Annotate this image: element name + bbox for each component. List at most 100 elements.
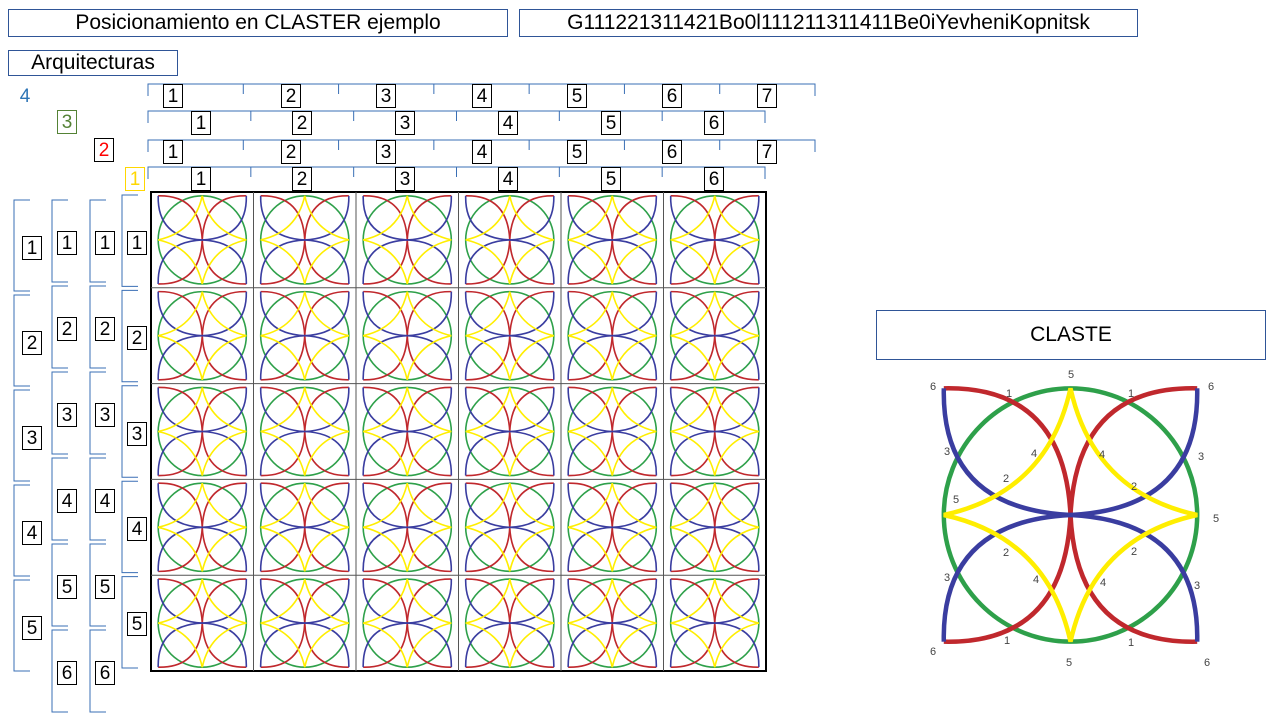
cell-red-arc — [303, 195, 349, 240]
left-bracket — [51, 629, 68, 713]
cell-red-arc — [670, 195, 716, 240]
cell-tile — [567, 578, 658, 668]
cell-red-arc — [508, 482, 554, 528]
cell-blue-arc — [509, 579, 555, 624]
cell-red-arc — [260, 482, 306, 528]
cell-red-arc — [568, 431, 614, 477]
cell-red-arc — [508, 386, 554, 432]
cell-red-arc — [713, 239, 759, 285]
cell-red-arc — [611, 239, 657, 285]
cell-red-arc — [303, 482, 349, 528]
cell-red-arc — [363, 578, 409, 624]
cell-red-arc — [465, 482, 511, 528]
cell-tile — [259, 290, 350, 381]
cell-red-arc — [406, 578, 452, 624]
cell-red-arc — [201, 386, 247, 432]
cell-blue-arc — [157, 195, 203, 241]
claste-segment-label: 6 — [1204, 657, 1210, 669]
cell-tile — [464, 386, 555, 477]
cell-blue-arc — [464, 239, 510, 284]
cell-red-arc — [363, 195, 409, 240]
cell-red-arc — [465, 195, 511, 240]
left-bracket — [51, 285, 68, 369]
cell-red-arc — [611, 290, 657, 336]
cell-red-arc — [670, 386, 716, 432]
cell-red-arc — [568, 482, 614, 528]
cell-red-arc — [568, 239, 614, 285]
cell-tile — [362, 578, 453, 668]
cell-blue-arc — [259, 430, 305, 476]
cell-red-arc — [363, 386, 409, 432]
cell-red-arc — [670, 290, 716, 336]
cell-red-arc — [568, 195, 614, 240]
cell-blue-arc — [202, 579, 248, 624]
cell-red-arc — [260, 431, 306, 477]
cell-red-arc — [363, 623, 409, 668]
cell-blue-arc — [464, 195, 510, 241]
cell-red-arc — [303, 335, 349, 381]
cell-red-arc — [158, 527, 204, 573]
cell-blue-arc — [259, 291, 305, 337]
cell-red-arc — [670, 239, 716, 285]
cell-red-arc — [508, 239, 554, 285]
cell-blue-arc — [464, 622, 510, 668]
top-label-2-3: 3 — [376, 140, 396, 164]
claste-segment-label: 4 — [1031, 448, 1037, 460]
claste-segment-label: 2 — [1131, 546, 1137, 558]
left-label-4-4: 4 — [22, 521, 42, 545]
left-bracket — [13, 484, 30, 577]
cell-red-arc — [713, 431, 759, 477]
cell-red-arc — [670, 431, 716, 477]
left-bracket — [89, 543, 106, 627]
cell-tile — [157, 578, 248, 668]
cell-blue-arc — [362, 291, 408, 337]
cell-blue-arc — [407, 387, 453, 433]
cell-red-arc — [201, 482, 247, 528]
top-label-2-6: 6 — [662, 140, 682, 164]
cell-blue-arc — [509, 430, 555, 476]
cell-blue-arc — [464, 430, 510, 476]
claste-segment-label: 1 — [1006, 388, 1012, 400]
cell-red-arc — [713, 482, 759, 528]
cell-yellow-star — [158, 387, 247, 476]
cell-blue-arc — [362, 334, 408, 380]
cell-blue-arc — [202, 430, 248, 476]
claste-segment-label: 3 — [944, 446, 950, 458]
left-label-4-2: 2 — [22, 331, 42, 355]
cell-red-arc — [201, 431, 247, 477]
cell-yellow-star — [260, 483, 349, 572]
cell-red-arc — [201, 335, 247, 381]
cell-yellow-star — [363, 195, 452, 285]
cell-blue-arc — [304, 195, 350, 241]
cell-yellow-star — [158, 483, 247, 572]
top-label-3-3: 3 — [395, 111, 415, 135]
cell-tile — [464, 578, 555, 668]
cell-yellow-star — [158, 291, 247, 380]
cell-blue-arc — [304, 239, 350, 284]
cell-blue-arc — [407, 334, 453, 380]
cell-red-arc — [303, 290, 349, 336]
cell-red-arc — [158, 195, 204, 240]
left-bracket — [51, 199, 68, 283]
cell-red-arc — [611, 578, 657, 624]
cell-blue-arc — [304, 483, 350, 529]
cell-red-arc — [406, 386, 452, 432]
cell-blue-arc — [259, 622, 305, 668]
cell-red-arc — [260, 239, 306, 285]
top-label-1-3: 3 — [395, 167, 415, 191]
cell-red-arc — [465, 623, 511, 668]
cell-tile — [669, 578, 760, 668]
cell-red-arc — [713, 527, 759, 573]
cell-blue-arc — [259, 239, 305, 284]
cell-blue-arc — [464, 526, 510, 572]
cell-blue-arc — [714, 579, 760, 624]
left-label-1-4: 4 — [127, 517, 147, 541]
cell-blue-arc — [157, 291, 203, 337]
cell-blue-arc — [714, 430, 760, 476]
top-label-4-2: 2 — [281, 84, 301, 108]
cell-red-arc — [303, 623, 349, 668]
left-bracket — [121, 576, 138, 669]
top-label-2-1: 1 — [163, 140, 183, 164]
cell-blue-arc — [304, 526, 350, 572]
